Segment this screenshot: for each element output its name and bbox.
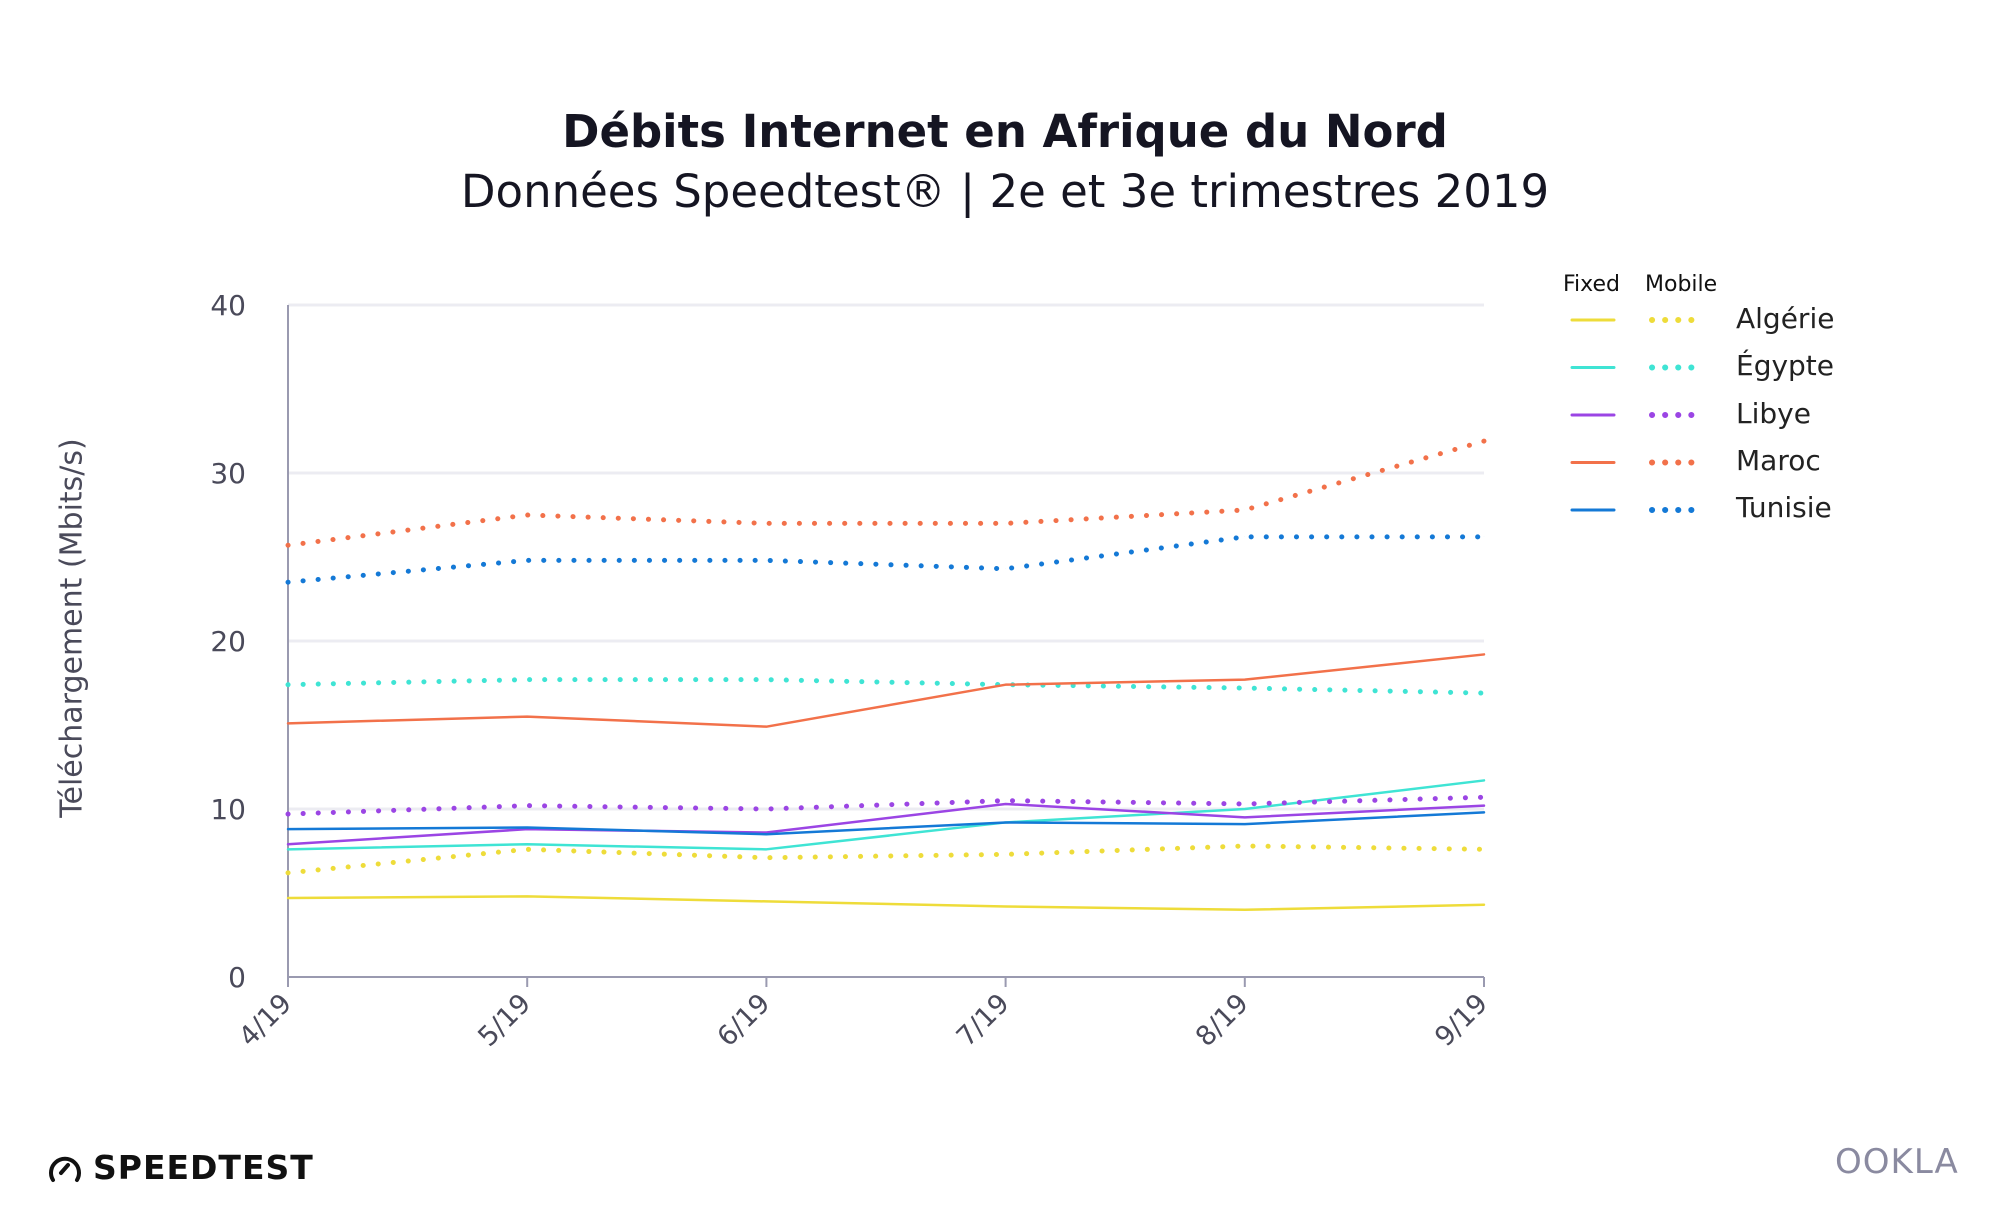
chart-title: Débits Internet en Afrique du Nord: [562, 105, 1448, 158]
series-line-maroc-fixed: [286, 653, 1486, 728]
legend-label-algerie: Algérie: [1736, 302, 1835, 335]
y-tick-label: 20: [210, 625, 246, 658]
legend-label-libye: Libye: [1736, 397, 1811, 430]
series-line-libye-fixed: [286, 802, 1486, 846]
x-tick-label: 4/19: [233, 988, 298, 1053]
legend-label-egypte: Égypte: [1736, 349, 1835, 382]
y-tick-label: 0: [228, 961, 246, 994]
series-line-algérie-mobile: [285, 843, 1487, 876]
x-tick-label: 5/19: [472, 988, 537, 1053]
series-line-maroc-mobile: [285, 438, 1487, 548]
y-tick-label: 10: [210, 793, 246, 826]
series-line-égypte-mobile: [285, 677, 1487, 696]
x-tick-label: 7/19: [951, 988, 1016, 1053]
series-line-tunisie-fixed: [286, 811, 1486, 836]
chart-subtitle: Données Speedtest® | 2e et 3e trimestres…: [460, 165, 1550, 218]
x-tick-label: 9/19: [1429, 988, 1494, 1053]
legend-label-tunisie: Tunisie: [1736, 491, 1832, 524]
speedtest-wordmark: SPEEDTEST: [93, 1148, 314, 1187]
x-tick-label: 6/19: [712, 988, 777, 1053]
series-line-algérie-fixed: [286, 895, 1486, 912]
y-tick-label: 30: [210, 457, 246, 490]
series-line-tunisie-mobile: [285, 534, 1487, 585]
ookla-logo: OOKLA: [1835, 1142, 1959, 1182]
speedtest-logo: SPEEDTEST: [47, 1148, 314, 1187]
x-tick-label: 8/19: [1190, 988, 1255, 1053]
speedometer-icon: [49, 1156, 81, 1182]
legend-header-mobile: Mobile: [1645, 272, 1718, 297]
legend-label-maroc: Maroc: [1736, 444, 1821, 477]
legend-header-fixed: Fixed: [1563, 272, 1621, 297]
y-tick-label: 40: [210, 289, 246, 322]
series-line-libye-mobile: [285, 794, 1487, 817]
